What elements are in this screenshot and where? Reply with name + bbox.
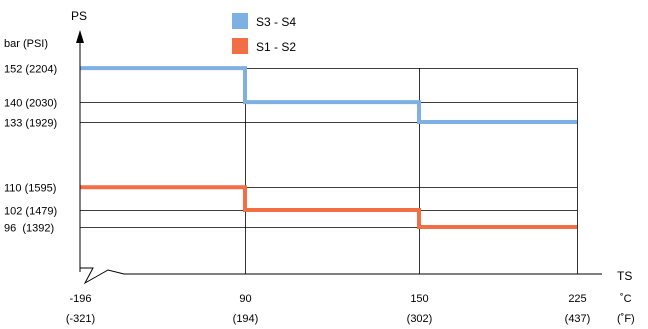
axis-break bbox=[80, 267, 125, 285]
x-tick-sublabel: (302) bbox=[407, 313, 433, 325]
x-axis-unit-fahrenheit: (˚F) bbox=[617, 313, 635, 325]
legend-label-s1-s2: S1 - S2 bbox=[256, 40, 296, 54]
y-axis-arrow bbox=[76, 30, 84, 43]
y-tick-label: 140 (2030) bbox=[4, 98, 57, 110]
x-tick-sublabel: (194) bbox=[233, 313, 259, 325]
x-axis-unit-celsius: ˚C bbox=[620, 293, 632, 305]
x-axis-title: TS bbox=[617, 269, 632, 283]
y-axis-unit: bar (PSI) bbox=[4, 38, 48, 50]
y-tick-label: 96 (1392) bbox=[4, 223, 54, 235]
x-tick-label: 90 bbox=[239, 293, 251, 305]
x-tick-sublabel: (437) bbox=[565, 313, 591, 325]
y-axis-title: PS bbox=[71, 9, 87, 23]
y-tick-label: 110 (1595) bbox=[4, 183, 56, 195]
axis-labels: PS bar (PSI) TS ˚C (˚F) bbox=[4, 9, 635, 325]
series-line-s1-s2 bbox=[80, 185, 577, 229]
x-tick-label: 150 bbox=[410, 293, 428, 305]
grid-lines bbox=[80, 68, 578, 274]
x-tick-label: 225 bbox=[568, 293, 586, 305]
x-tick-label: -196 bbox=[69, 293, 91, 305]
series-lines bbox=[80, 66, 577, 229]
x-tick-sublabel: (-321) bbox=[66, 313, 95, 325]
legend-swatch-s3-s4 bbox=[232, 13, 248, 29]
y-tick-label: 102 (1479) bbox=[4, 206, 57, 218]
y-tick-label: 152 (2204) bbox=[4, 64, 57, 76]
legend: S3 - S4 S1 - S2 bbox=[232, 13, 296, 54]
series-line-s3-s4 bbox=[80, 66, 577, 124]
tick-labels: 152 (2204) 140 (2030) 133 (1929) 110 (1595)… bbox=[4, 64, 590, 326]
legend-swatch-s1-s2 bbox=[232, 38, 248, 54]
y-tick-label: 133 (1929) bbox=[4, 118, 57, 130]
legend-label-s3-s4: S3 - S4 bbox=[256, 15, 296, 29]
axes bbox=[76, 30, 602, 285]
